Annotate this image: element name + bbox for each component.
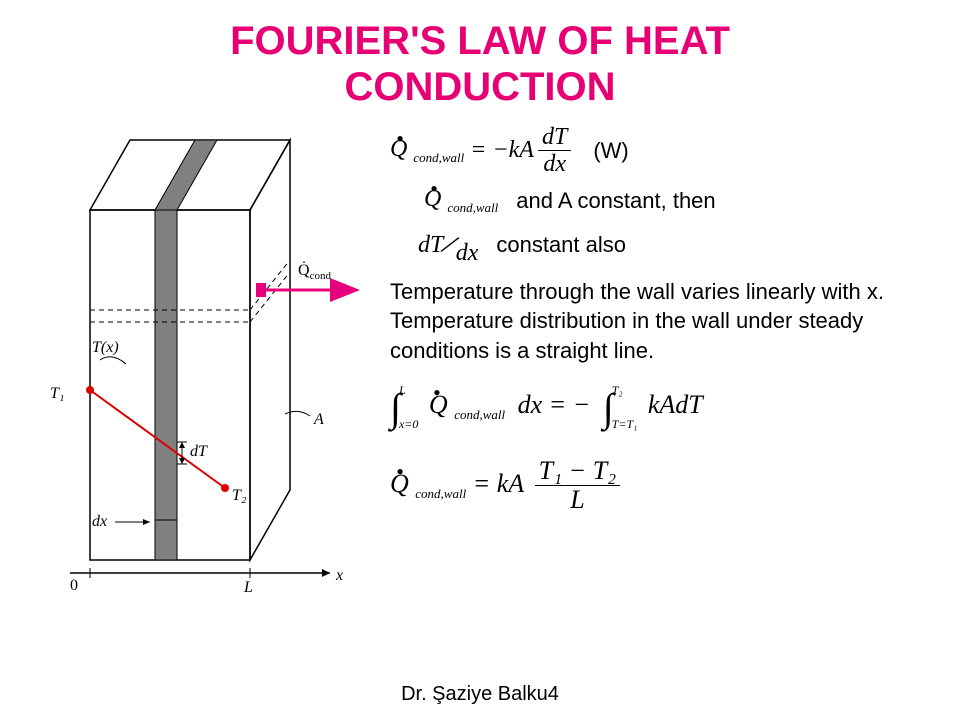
eq3-annot: constant also [496, 232, 626, 258]
footer-author: Dr. Şaziye Balku [401, 683, 548, 705]
area-label: A [313, 411, 324, 428]
axis-L: L [243, 579, 253, 596]
wall-svg: Q̇cond A T₁ T₂ T(x) dT dx [30, 120, 370, 600]
dT-label: dT [190, 443, 208, 460]
eq2-annot: and A constant, then [516, 188, 715, 214]
wall-figure: Q̇cond A T₁ T₂ T(x) dT dx [30, 120, 370, 605]
Tx-label: T(x) [92, 339, 119, 356]
slide-title: FOURIER'S LAW OF HEAT CONDUCTION [0, 0, 960, 110]
footer-page: 4 [548, 683, 559, 705]
qcond-label: Q̇cond [298, 261, 331, 282]
equation-4: ∫Lx=0 • Q cond,wall dx = − ∫T₂T=T₁ kAdT [390, 384, 930, 431]
eq1-unit: (W) [593, 138, 628, 164]
equation-5: • Q cond,wall = kA T₁ − T₂ L [390, 457, 930, 515]
dx-label: dx [92, 513, 107, 530]
axis-x: x [335, 567, 343, 584]
equation-3: dT / dx constant also [390, 224, 930, 267]
T1-label: T₁ [50, 385, 64, 402]
axis-0: 0 [70, 577, 78, 594]
content-row: Q̇cond A T₁ T₂ T(x) dT dx [0, 110, 960, 605]
footer: Dr. Şaziye Balku4 [0, 683, 960, 706]
T2-label: T₂ [232, 487, 247, 504]
right-column: • Q cond,wall = −kA dT dx (W) • Q cond,w… [370, 120, 930, 605]
equation-1: • Q cond,wall = −kA dT dx (W) [390, 124, 930, 178]
body-paragraph: Temperature through the wall varies line… [390, 277, 930, 366]
title-line-2: CONDUCTION [344, 65, 615, 109]
equation-2: • Q cond,wall and A constant, then [390, 186, 930, 216]
title-line-1: FOURIER'S LAW OF HEAT [230, 19, 730, 63]
